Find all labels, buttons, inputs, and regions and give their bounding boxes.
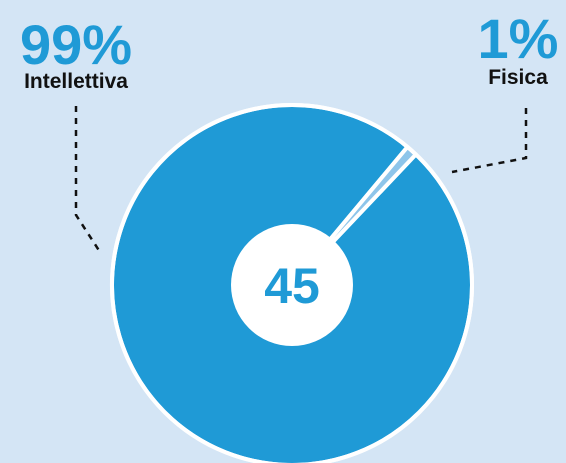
slice-percent-intellettiva: 99%	[20, 13, 132, 76]
center-circle	[231, 224, 353, 346]
slice-label-fisica: Fisica	[488, 66, 548, 89]
center-value: 45	[264, 258, 320, 314]
leader-line-fisica	[451, 108, 528, 174]
slice-label-intellettiva: Intellettiva	[24, 70, 128, 93]
leader-line-intellettiva	[74, 106, 102, 253]
pie-outline	[110, 103, 474, 463]
slice-percent-fisica: 1%	[478, 7, 559, 70]
